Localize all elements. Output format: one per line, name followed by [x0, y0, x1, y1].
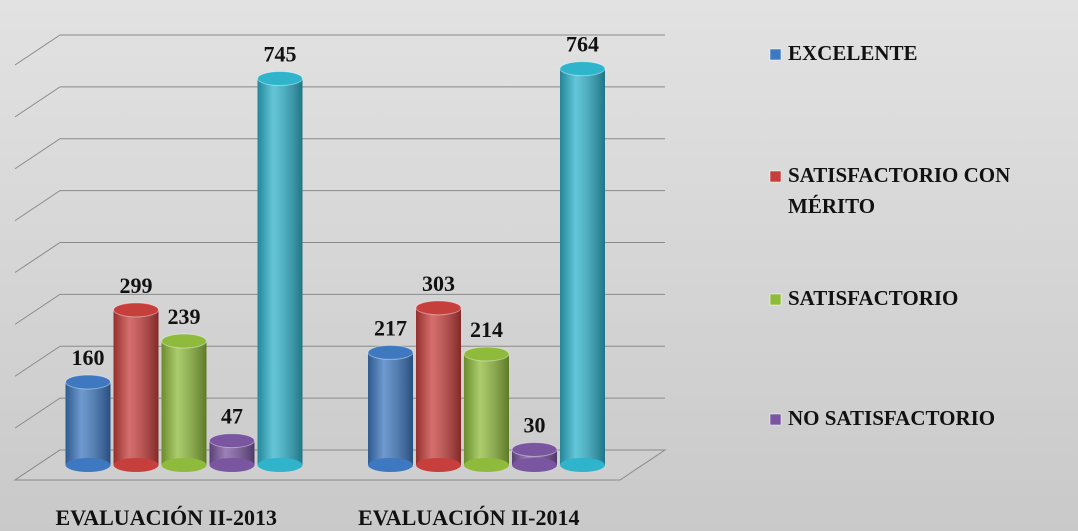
legend-label-line: MÉRITO [788, 194, 875, 218]
bar-top [257, 71, 303, 87]
bar-bottom [368, 458, 413, 472]
legend-swatch [769, 413, 782, 426]
bar-shade [368, 352, 413, 465]
bar-shade [464, 353, 509, 465]
grid-line [14, 293, 665, 325]
grid-line [14, 190, 665, 222]
bar-shade [257, 78, 303, 465]
bar-top [65, 374, 111, 390]
bar-bottom [464, 458, 509, 472]
bar-top [463, 346, 510, 362]
legend-label: SATISFACTORIO [788, 286, 958, 310]
bar-top [559, 61, 606, 77]
grid-line [14, 86, 665, 118]
x-tick-label: EVALUACIÓN II-2013 [56, 505, 277, 530]
bar-shade [65, 382, 111, 465]
bar-bottom [416, 458, 461, 472]
data-label: 745 [264, 42, 297, 67]
data-label: 47 [221, 404, 243, 429]
data-label: 214 [470, 317, 503, 342]
grid-line [14, 34, 665, 66]
bar-bottom [113, 458, 159, 472]
bar-shade [113, 309, 159, 465]
legend-label: NO SATISFACTORIO [788, 406, 995, 430]
bar-bottom [257, 458, 303, 472]
bar-top [209, 433, 255, 449]
legend-label-line: SATISFACTORIO CON [788, 163, 1010, 187]
data-label: 217 [374, 315, 407, 340]
bar-top [511, 441, 558, 457]
bar-bottom [65, 458, 111, 472]
bar-top [415, 300, 462, 316]
bar-shade [416, 307, 461, 465]
legend-swatch [769, 48, 782, 61]
legend-swatch [769, 170, 782, 183]
bar-top [367, 344, 414, 360]
grid-line [14, 345, 665, 377]
data-label: 764 [566, 32, 599, 57]
data-label: 239 [168, 304, 201, 329]
data-label: 160 [72, 345, 105, 370]
grid-line [14, 242, 665, 273]
grid-line [14, 397, 665, 429]
bar-bottom [209, 458, 255, 472]
bar-top [161, 333, 207, 349]
bar-shade [161, 341, 207, 465]
bar-bottom [161, 458, 207, 472]
grid-line [14, 138, 665, 170]
bar-bottom [560, 458, 605, 472]
legend-label: SATISFACTORIO CON MÉRITO [788, 163, 1010, 218]
bar-top [113, 302, 159, 318]
legend-label: EXCELENTE [788, 41, 918, 65]
x-tick-label: EVALUACIÓN II-2014 [358, 505, 579, 530]
data-label: 303 [422, 271, 455, 296]
bar-bottom [512, 458, 557, 472]
data-label: 299 [120, 273, 153, 298]
data-label: 30 [524, 412, 546, 437]
bar-shade [560, 68, 605, 466]
legend-swatch [769, 293, 782, 306]
